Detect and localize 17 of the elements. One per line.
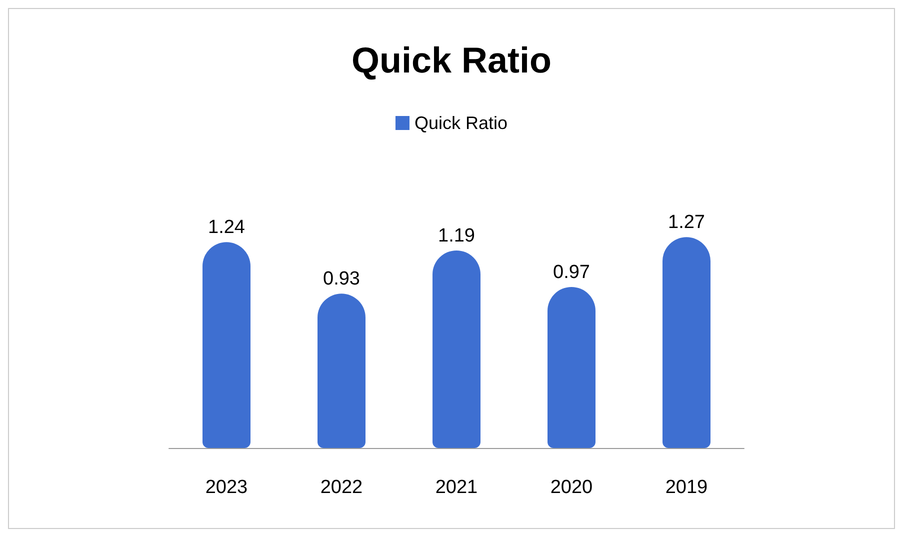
x-tick-label: 2019 <box>665 477 708 498</box>
bar <box>432 250 480 448</box>
chart-title: Quick Ratio <box>351 40 552 80</box>
data-label: 1.24 <box>208 217 246 238</box>
bar <box>202 242 250 448</box>
x-tick-label: 2021 <box>435 477 478 498</box>
legend-label: Quick Ratio <box>414 113 508 133</box>
data-label: 1.19 <box>438 225 475 246</box>
x-tick-label: 2023 <box>205 477 248 498</box>
data-label: 1.27 <box>668 212 705 234</box>
x-tick-label: 2020 <box>550 477 593 498</box>
bar <box>662 237 710 448</box>
x-tick-label: 2022 <box>320 477 363 498</box>
bar <box>548 286 596 448</box>
data-label: 0.97 <box>553 262 590 283</box>
bar <box>318 294 366 448</box>
data-label: 0.93 <box>323 268 360 290</box>
